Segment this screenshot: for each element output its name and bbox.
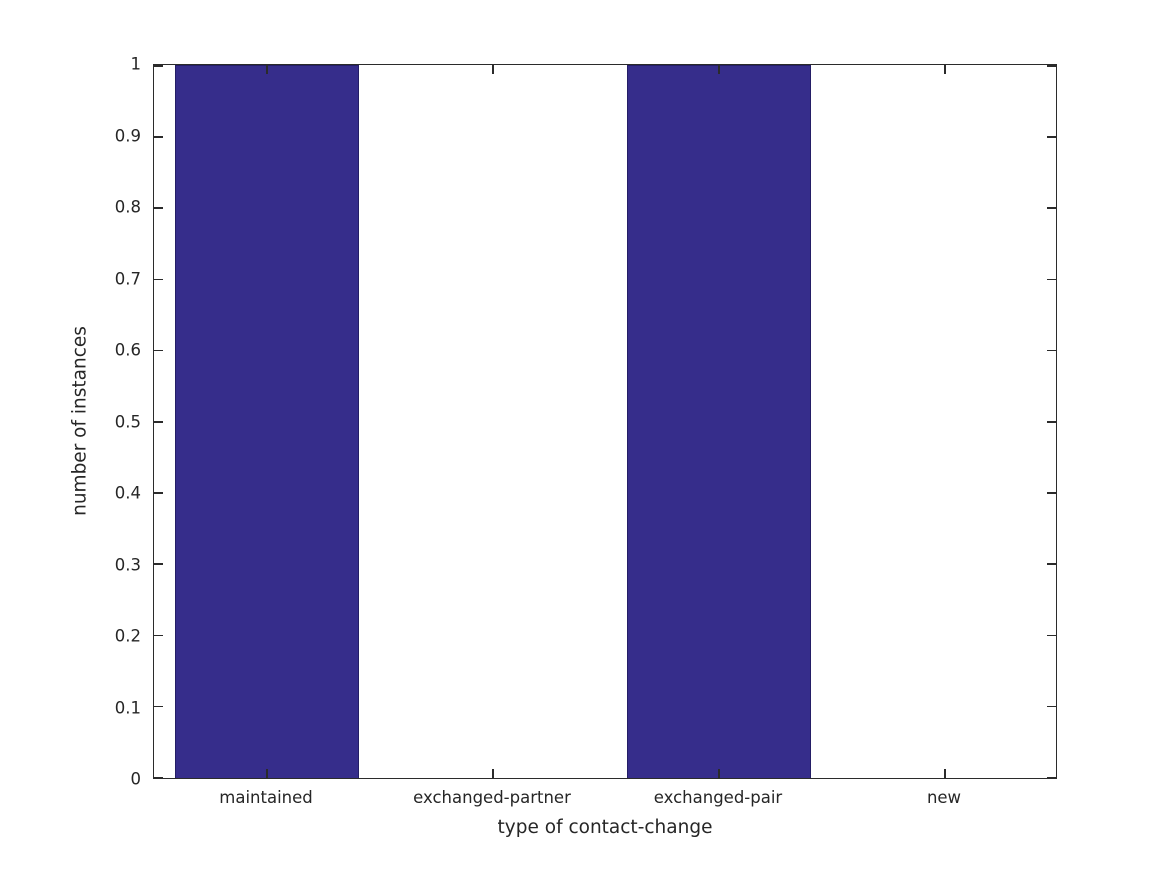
y-tick-mark-left bbox=[154, 563, 163, 565]
y-tick-mark-right bbox=[1047, 65, 1056, 67]
x-axis-label: type of contact-change bbox=[497, 817, 713, 838]
x-tick-label-new: new bbox=[926, 788, 962, 807]
y-tick-mark-left bbox=[154, 705, 163, 708]
y-tick-label: 0.9 bbox=[114, 126, 141, 145]
x-tick-mark-bottom bbox=[492, 769, 494, 778]
y-tick-mark-left bbox=[154, 65, 163, 67]
y-tick-label: 0.1 bbox=[114, 698, 141, 717]
x-tick-mark-top bbox=[944, 65, 946, 74]
y-tick-label: 0.4 bbox=[114, 483, 141, 503]
x-tick-mark-top bbox=[492, 65, 494, 74]
y-tick-label: 0.5 bbox=[114, 412, 141, 431]
y-tick-mark-left bbox=[154, 777, 163, 779]
y-tick-mark-left bbox=[154, 492, 163, 494]
x-tick-mark-bottom bbox=[944, 769, 946, 778]
x-tick-label-exchanged-pair: exchanged-pair bbox=[653, 788, 783, 807]
y-tick-mark-right bbox=[1047, 278, 1056, 281]
plot-area bbox=[153, 64, 1057, 779]
y-tick-label: 0.6 bbox=[114, 340, 141, 360]
bar-maintained bbox=[175, 65, 359, 778]
y-tick-label: 0.2 bbox=[114, 626, 141, 646]
bar-exchanged-pair bbox=[627, 65, 811, 778]
y-tick-label: 0.7 bbox=[114, 269, 141, 288]
x-tick-mark-top bbox=[266, 65, 268, 74]
y-tick-mark-right bbox=[1047, 421, 1056, 423]
y-tick-mark-left bbox=[154, 349, 163, 352]
y-tick-mark-right bbox=[1047, 136, 1056, 138]
x-tick-mark-top bbox=[718, 65, 720, 74]
x-tick-mark-bottom bbox=[718, 769, 720, 778]
y-tick-mark-left bbox=[154, 207, 163, 209]
x-tick-label-maintained: maintained bbox=[219, 788, 313, 807]
y-tick-label: 1 bbox=[130, 54, 142, 74]
y-tick-mark-right bbox=[1047, 777, 1056, 779]
y-tick-label: 0.8 bbox=[114, 197, 141, 217]
y-axis-label: number of instances bbox=[69, 326, 91, 516]
y-tick-mark-right bbox=[1047, 349, 1056, 352]
y-tick-mark-left bbox=[154, 136, 163, 138]
y-tick-mark-right bbox=[1047, 207, 1056, 209]
y-tick-mark-right bbox=[1047, 492, 1056, 494]
x-tick-label-exchanged-partner: exchanged-partner bbox=[413, 788, 571, 807]
y-tick-mark-left bbox=[154, 421, 163, 423]
y-tick-mark-left bbox=[154, 278, 163, 281]
y-tick-mark-right bbox=[1047, 705, 1056, 708]
y-tick-mark-right bbox=[1047, 634, 1056, 637]
y-tick-mark-left bbox=[154, 634, 163, 637]
x-tick-mark-bottom bbox=[266, 769, 268, 778]
y-tick-mark-right bbox=[1047, 563, 1056, 565]
y-tick-label: 0 bbox=[130, 769, 142, 789]
y-tick-label: 0.3 bbox=[114, 555, 141, 574]
